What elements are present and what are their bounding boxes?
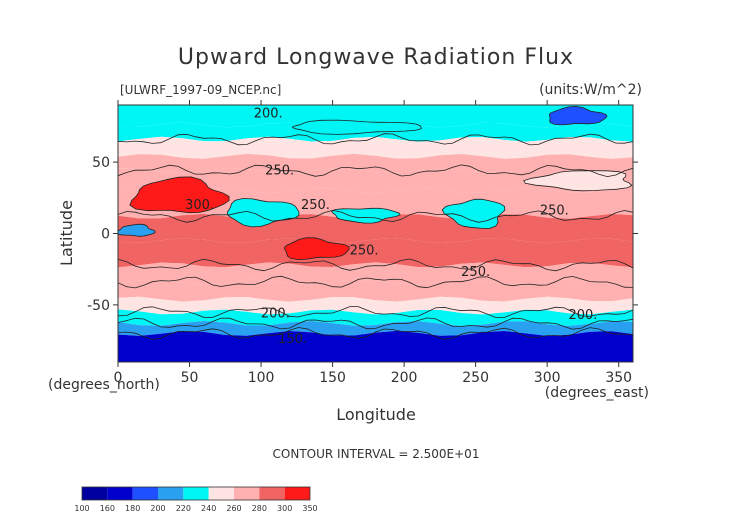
field-band [118, 238, 633, 268]
colorbar-level-label: 180 [125, 504, 140, 513]
contour-interval-text: CONTOUR INTERVAL = 2.500E+01 [273, 447, 480, 461]
contour-labels: 200. 250. 300. 250. 250. 250. 250. 200. 200. 150. [185, 107, 597, 348]
colorbar-level-label: 260 [226, 504, 241, 513]
field-band [118, 136, 633, 159]
x-axis-ticks: 0 50 100 150 200 250 300 350 [114, 100, 632, 386]
field-band [118, 279, 633, 302]
x-axis-label: Longitude [336, 405, 416, 424]
colorbar-swatch [284, 487, 310, 500]
colorbar: 100 160 180 200 220 240 260 280 300 350 [74, 486, 318, 513]
field-patch [284, 237, 350, 261]
contour-label: 200. [254, 107, 283, 122]
colorbar-level-label: 280 [252, 504, 267, 513]
y-tick-label: 0 [101, 227, 110, 243]
source-label: [ULWRF_1997-09_NCEP.nc] [120, 83, 281, 97]
y-unit-label: (degrees_north) [48, 377, 160, 393]
x-tick-label: 300 [534, 370, 561, 386]
colorbar-swatch [107, 487, 133, 500]
contour-label: 250. [350, 244, 379, 259]
field-band [118, 262, 633, 285]
contour-label: 250. [265, 164, 294, 179]
colorbar-frame [81, 486, 311, 501]
field-band [118, 168, 633, 194]
x-tick-label: 100 [248, 370, 275, 386]
colorbar-level-label: 200 [150, 504, 165, 513]
y-tick-label: -50 [87, 298, 110, 314]
contour-line [118, 164, 633, 178]
contour-line [118, 209, 633, 223]
colorbar-swatch [183, 487, 209, 500]
x-tick-label: 50 [181, 370, 199, 386]
colorbar-swatch [259, 487, 285, 500]
field-band [118, 330, 633, 362]
field-band [118, 105, 633, 128]
field-patch [118, 223, 156, 237]
x-unit-label: (degrees_east) [545, 385, 649, 401]
contour-line [118, 306, 633, 318]
x-tick-label: 350 [605, 370, 632, 386]
plot-area: 200. 250. 300. 250. 250. 250. 250. 200. 200. 150. [118, 105, 633, 362]
contour-line [118, 327, 633, 340]
field-patch [548, 105, 608, 126]
contour-line [118, 133, 633, 146]
contour-label: 150. [278, 332, 307, 347]
colorbar-swatch [82, 487, 108, 500]
x-tick-label: 200 [391, 370, 418, 386]
contour-line [118, 275, 633, 289]
colorbar-swatch [158, 487, 184, 500]
contour-label: 200. [568, 308, 597, 323]
chart-title: Upward Longwave Radiation Flux [178, 45, 574, 70]
field-band [118, 309, 633, 326]
colorbar-level-label: 300 [277, 504, 292, 513]
field-patch [291, 119, 422, 135]
contour-line [118, 258, 633, 272]
contour-lines [118, 133, 633, 340]
x-tick-label: 250 [462, 370, 489, 386]
field-patch [441, 198, 506, 229]
contour-line [118, 317, 633, 330]
colorbar-swatch [132, 487, 158, 500]
field-patch [226, 198, 300, 228]
contour-label: 250. [540, 204, 569, 219]
contour-label: 300. [185, 198, 214, 213]
y-axis-ticks: -50 0 50 [87, 155, 638, 314]
colorbar-level-label: 100 [74, 504, 89, 513]
x-tick-label: 150 [319, 370, 346, 386]
colorbar-level-label: 240 [201, 504, 216, 513]
y-axis-label: Latitude [57, 200, 76, 266]
colorbar-swatch [234, 487, 260, 500]
colorbar-level-label: 160 [100, 504, 115, 513]
colorbar-level-label: 220 [176, 504, 191, 513]
contour-label: 250. [461, 265, 490, 280]
y-tick-label: 50 [92, 155, 110, 171]
colorbar-level-label: 350 [302, 504, 317, 513]
contour-label: 250. [301, 198, 330, 213]
field-patch [129, 176, 230, 214]
x-tick-label: 0 [114, 370, 123, 386]
colorbar-swatch [208, 487, 234, 500]
contour-label: 200. [261, 306, 290, 321]
units-label: (units:W/m^2) [539, 82, 642, 98]
